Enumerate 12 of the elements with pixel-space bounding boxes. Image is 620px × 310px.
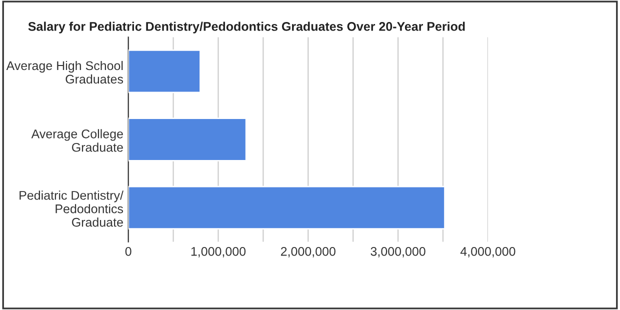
y-tick-label: Pediatric Dentistry/ Pedodontics Graduate (20, 190, 124, 227)
bar (128, 49, 201, 94)
bar (128, 186, 446, 230)
y-tick-label: Average College Graduate (31, 129, 123, 152)
chart-title: Salary for Pediatric Dentistry/Pedodontics Graduates Over 20-Year Period (28, 22, 465, 34)
y-tick-label: Average High School Graduates (6, 60, 124, 84)
bar (128, 118, 247, 162)
x-tick-label: 4,000,000 (460, 246, 516, 258)
x-tick-label: 3,000,000 (370, 246, 426, 258)
x-tick-label: 2,000,000 (280, 246, 336, 258)
x-tick-label: 0 (125, 246, 132, 256)
x-tick-label: 1,000,000 (191, 246, 246, 258)
